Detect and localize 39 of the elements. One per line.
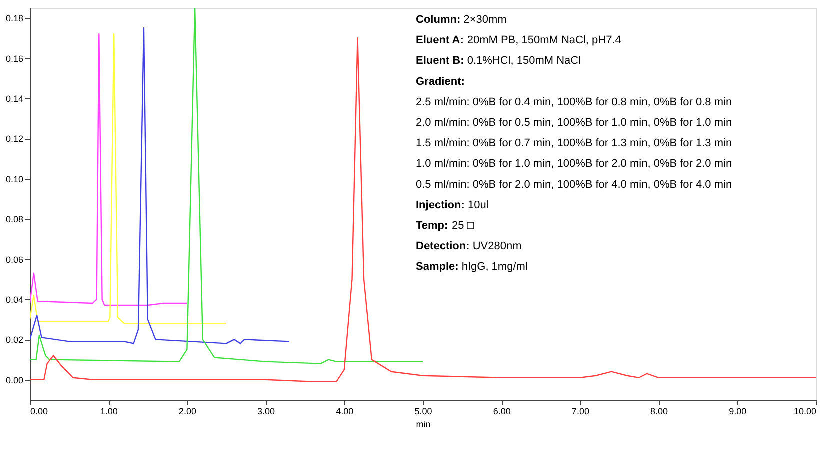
- annotation: 0.5 ml/min: 0%B for 2.0 min, 100%B for 4.0 min, 0%B for 4.0 min: [416, 178, 732, 191]
- text: Eluent A: 20mM PB, 150mM NaCl, pH7.4: [416, 34, 622, 47]
- x-tick-label: 6.00: [493, 406, 511, 416]
- annotation: 1.0 ml/min: 0%B for 1.0 min, 100%B for 2.0 min, 0%B for 2.0 min: [416, 158, 732, 170]
- text: Eluent B: 0.1%HCl, 150mM NaCl: [416, 55, 582, 68]
- y-tick-label: 0.00: [6, 375, 24, 386]
- x-tick-label: 4.00: [336, 406, 354, 416]
- y-tick-label: 0.08: [6, 214, 24, 225]
- annotation: Gradient:: [416, 76, 465, 88]
- x-tick-label: 5.00: [414, 406, 432, 416]
- annotation: 2.0 ml/min: 0%B for 0.5 min, 100%B for 1.0 min, 0%B for 1.0 min: [416, 117, 732, 129]
- y-tick-label: 0.04: [6, 294, 24, 305]
- x-tick-label: 2.00: [178, 406, 196, 416]
- y-tick-label: 0.12: [6, 134, 24, 144]
- y-tick-label: 0.02: [6, 335, 24, 346]
- text: Injection: 10ul: [416, 199, 489, 212]
- x-tick-label: 9.00: [729, 406, 747, 416]
- y-tick-label: 0.18: [6, 14, 24, 24]
- text: Column: 2×30mm: [416, 14, 507, 26]
- x-tick-label: 8.00: [650, 406, 668, 416]
- text: Detection: UV280nm: [416, 240, 522, 253]
- x-tick-label: 3.00: [258, 406, 276, 416]
- text: Temp: 25 □: [416, 220, 474, 232]
- line-series: [30, 28, 290, 344]
- text: Sample: hIgG, 1mg/ml: [416, 261, 528, 274]
- line-series: [30, 38, 816, 383]
- line-series: [30, 34, 188, 306]
- line-series: [30, 34, 228, 324]
- x-tick-label: 1.00: [100, 406, 118, 416]
- x-tick-label: 0.00: [30, 406, 48, 416]
- y-tick-label: 0.14: [6, 94, 24, 104]
- annotation: 1.5 ml/min: 0%B for 0.7 min, 100%B for 1.3 min, 0%B for 1.3 min: [416, 138, 732, 150]
- x-tick-label: 10.00: [794, 406, 816, 416]
- y-tick-label: 0.06: [6, 254, 24, 265]
- x-axis-title: min: [416, 420, 431, 430]
- x-tick-label: 7.00: [572, 406, 590, 416]
- y-tick-label: 0.16: [6, 54, 24, 64]
- annotation: 2.5 ml/min: 0%B for 0.4 min, 100%B for 0.8 min, 0%B for 0.8 min: [416, 96, 732, 108]
- y-tick-label: 0.10: [6, 174, 24, 184]
